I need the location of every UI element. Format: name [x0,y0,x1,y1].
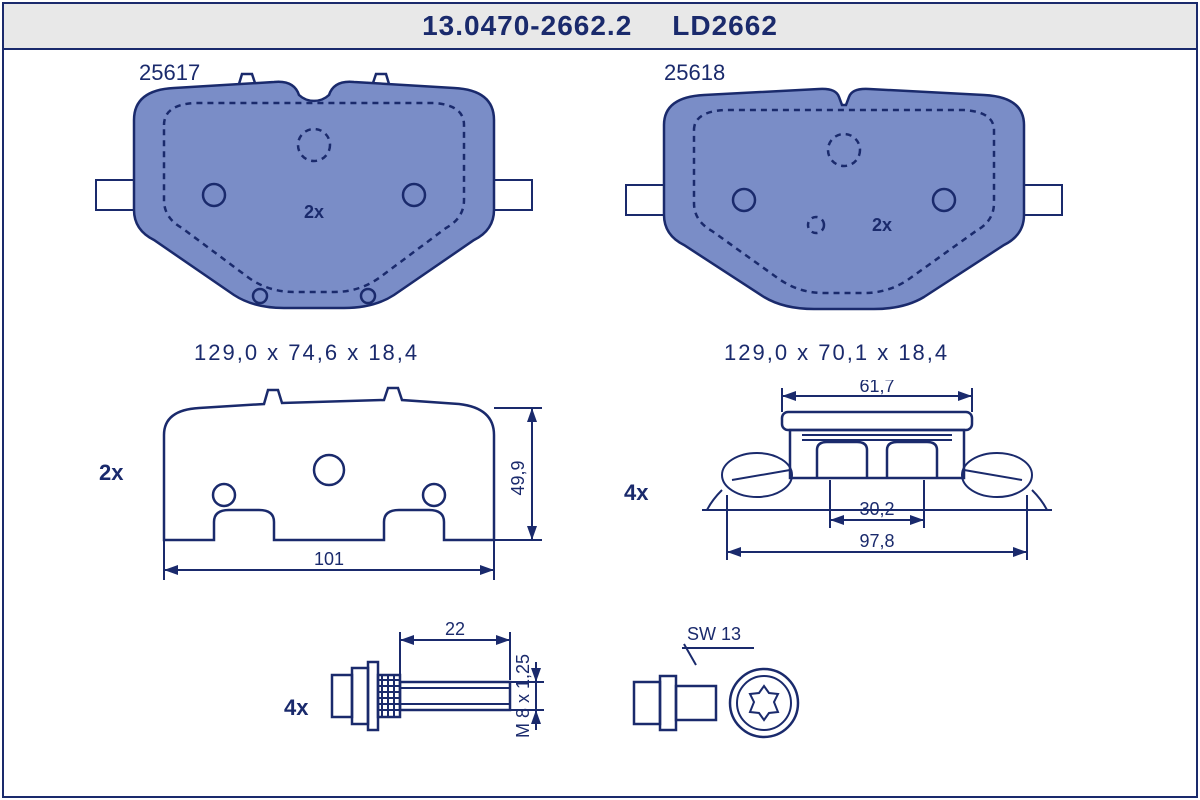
shim-width: 101 [314,549,344,569]
shim-height: 49,9 [508,460,528,495]
shim-qty: 2x [99,460,123,486]
bolt-qty: 4x [284,695,308,721]
pad-left-qty-inner: 2x [304,202,324,222]
bolt-drawing: 22 M 8 x 1,25 [324,620,584,770]
clip-drawing: 61,7 30,2 97,8 [662,380,1092,600]
bolt-thread: M 8 x 1,25 [513,654,533,738]
pad-left-drawing: 2x [94,70,534,330]
socket-drawing: SW 13 [624,620,844,770]
pad-right-dimensions: 129,0 x 70,1 x 18,4 [724,340,949,366]
bolt-length: 22 [445,620,465,639]
diagram-content: 25617 2x 129,0 x 74,6 x 18,4 25618 [4,50,1196,796]
clip-qty: 4x [624,480,648,506]
svg-text:2x: 2x [872,215,892,235]
header-bar: 13.0470-2662.2 LD2662 [4,4,1196,50]
part-number: 13.0470-2662.2 [422,10,632,42]
shim-drawing: 101 49,9 [144,380,564,600]
pad-left-dimensions: 129,0 x 74,6 x 18,4 [194,340,419,366]
clip-top-width: 61,7 [859,380,894,396]
part-code: LD2662 [672,10,778,42]
clip-outer-width: 97,8 [859,531,894,551]
socket-size: SW 13 [687,624,741,644]
pad-right-drawing: 2x [624,75,1064,335]
clip-inner-width: 30,2 [859,499,894,519]
